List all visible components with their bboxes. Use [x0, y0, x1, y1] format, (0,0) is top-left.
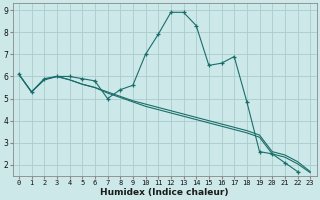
X-axis label: Humidex (Indice chaleur): Humidex (Indice chaleur) [100, 188, 229, 197]
